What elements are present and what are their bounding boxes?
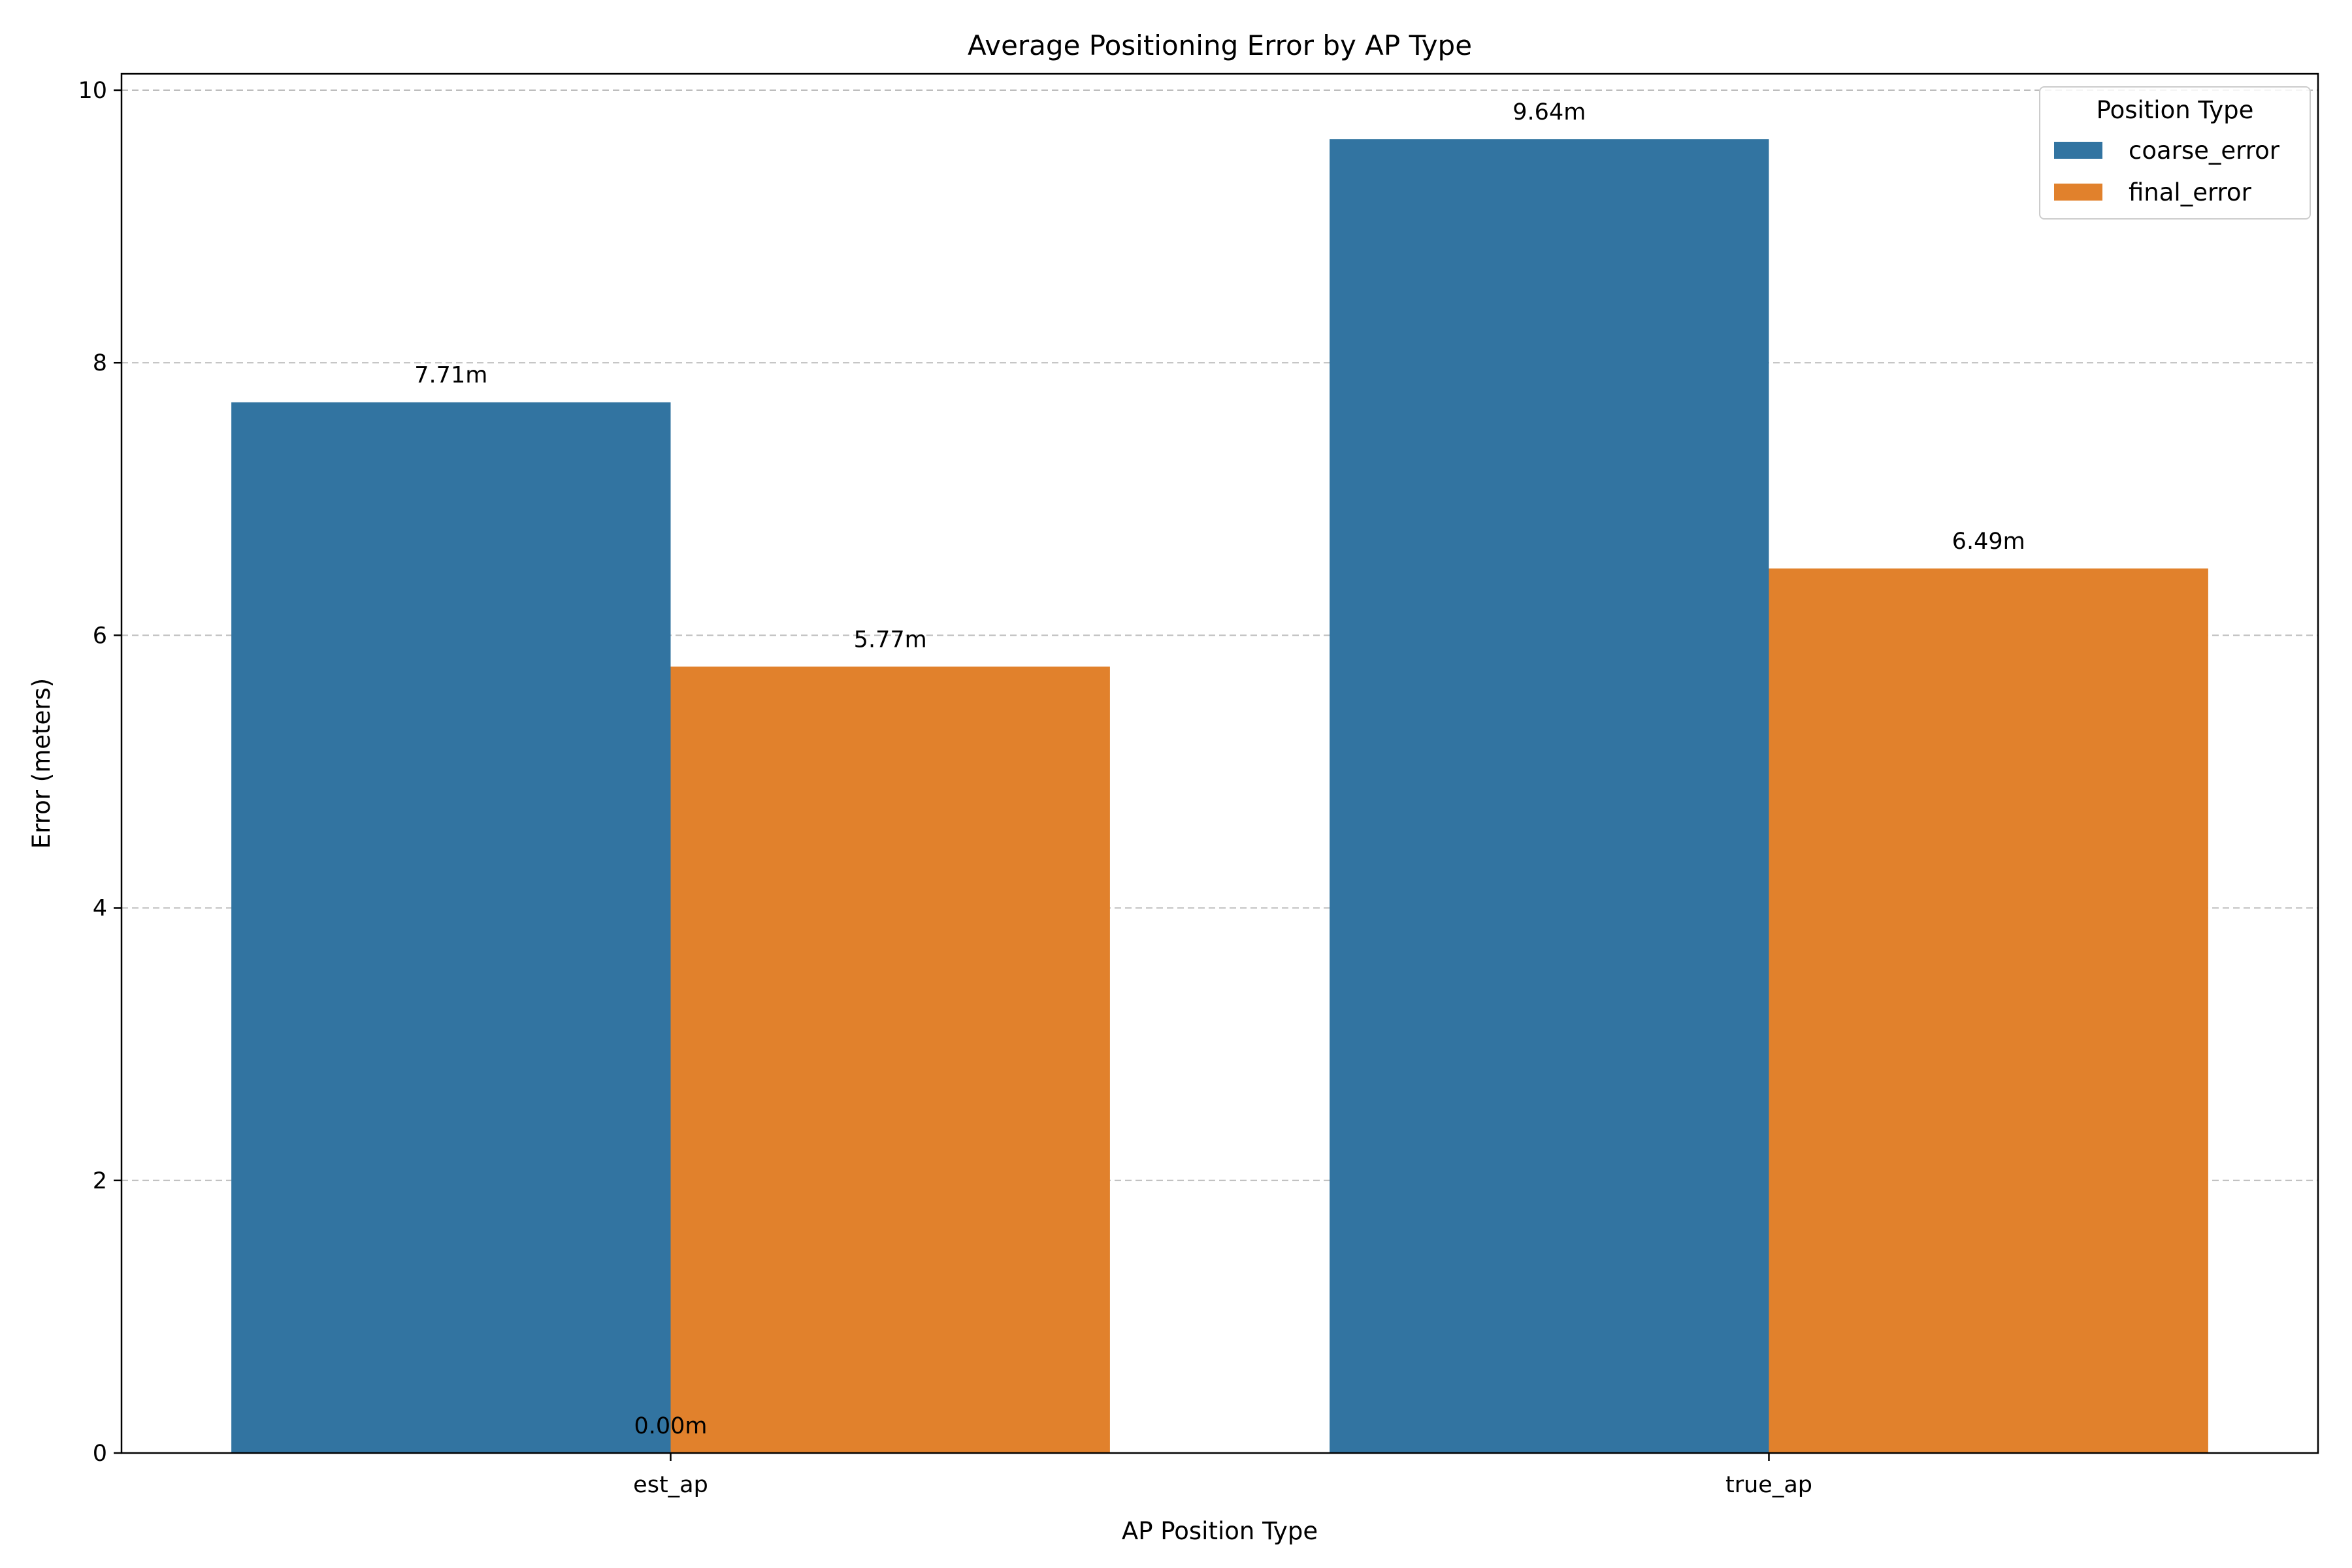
bar bbox=[1769, 568, 2208, 1453]
chart-title: Average Positioning Error by AP Type bbox=[968, 29, 1472, 61]
bars bbox=[231, 139, 2208, 1454]
x-tick-label: est_ap bbox=[633, 1472, 708, 1498]
legend-title: Position Type bbox=[2097, 96, 2254, 124]
bar bbox=[1330, 139, 1769, 1454]
y-tick-label: 2 bbox=[93, 1168, 107, 1194]
bar bbox=[670, 666, 1110, 1453]
plot-frame bbox=[120, 73, 2319, 1454]
y-axis-ticks: 0 2 4 6 8 10 bbox=[78, 78, 122, 1467]
legend-label: coarse_error bbox=[2129, 137, 2280, 165]
x-tick-label: true_ap bbox=[1725, 1472, 1812, 1498]
legend-box bbox=[2039, 86, 2311, 220]
data-label: 5.77m bbox=[854, 627, 927, 653]
data-label: 7.71m bbox=[414, 363, 487, 389]
data-label: 6.49m bbox=[1952, 529, 2025, 555]
data-label: 0.00m bbox=[634, 1413, 707, 1439]
y-tick-label: 8 bbox=[93, 350, 107, 376]
x-axis-ticks: est_ap true_ap bbox=[633, 1453, 1812, 1498]
data-label: 9.64m bbox=[1512, 99, 1586, 125]
legend: Position Type coarse_error final_error bbox=[2039, 86, 2311, 220]
y-axis-label: Error (meters) bbox=[27, 678, 56, 849]
x-axis-label: AP Position Type bbox=[1122, 1517, 1318, 1545]
y-tick-label: 10 bbox=[78, 78, 107, 104]
legend-swatch bbox=[2054, 184, 2102, 201]
legend-swatch bbox=[2054, 142, 2102, 159]
bar bbox=[231, 402, 671, 1453]
y-tick-label: 4 bbox=[93, 896, 107, 922]
legend-items: coarse_error final_error bbox=[2054, 137, 2280, 206]
y-tick-label: 6 bbox=[93, 623, 107, 649]
legend-label: final_error bbox=[2129, 178, 2252, 206]
data-labels: 7.71m 5.77m 9.64m 6.49m 0.00m bbox=[414, 99, 2025, 1439]
y-tick-label: 0 bbox=[93, 1441, 107, 1467]
